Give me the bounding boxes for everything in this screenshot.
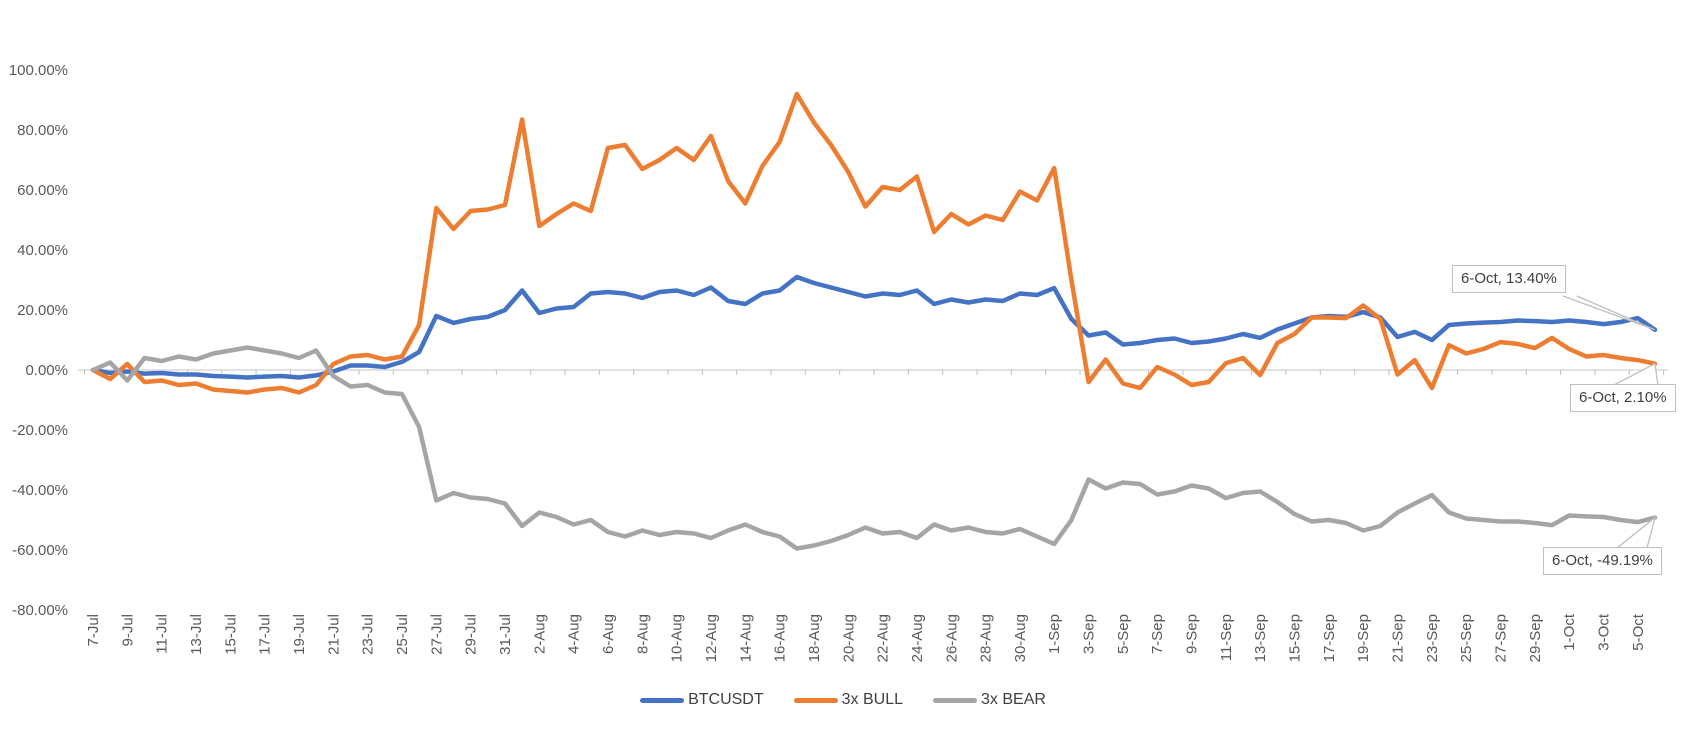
- series-line-3x-bull: [90, 91, 1658, 395]
- x-axis-label: 8-Aug: [634, 614, 651, 654]
- x-axis-label: 6-Aug: [600, 614, 617, 654]
- y-axis-label: -60.00%: [12, 542, 68, 559]
- series-line-3x-bear: [90, 345, 1658, 551]
- x-axis-label: 9-Sep: [1184, 614, 1201, 654]
- x-axis-label: 17-Jul: [257, 614, 274, 655]
- x-axis-label: 14-Aug: [737, 614, 754, 662]
- x-axis-label: 3-Sep: [1081, 614, 1098, 654]
- x-axis-label: 27-Sep: [1493, 614, 1510, 662]
- x-axis-label: 23-Jul: [360, 614, 377, 655]
- y-axis-label: 0.00%: [25, 362, 68, 379]
- x-axis-label: 15-Jul: [222, 614, 239, 655]
- x-axis-label: 1-Sep: [1046, 614, 1063, 654]
- x-axis-label: 27-Jul: [428, 614, 445, 655]
- x-axis-label: 4-Aug: [566, 614, 583, 654]
- x-axis-label: 16-Aug: [772, 614, 789, 662]
- x-axis-label: 24-Aug: [909, 614, 926, 662]
- callout-leader-line: [1616, 515, 1657, 549]
- x-axis-label: 23-Sep: [1424, 614, 1441, 662]
- x-axis-label: 25-Sep: [1458, 614, 1475, 662]
- y-axis-label: 100.00%: [9, 62, 68, 79]
- x-axis-label: 25-Jul: [394, 614, 411, 655]
- x-axis-label: 10-Aug: [669, 614, 686, 662]
- y-axis-label: -40.00%: [12, 482, 68, 499]
- callout-leader-line: [1611, 362, 1659, 387]
- x-axis-label: 29-Jul: [463, 614, 480, 655]
- legend-label-bear: 3x BEAR: [981, 691, 1046, 708]
- bull-line-swatch-icon: [793, 697, 838, 703]
- btcusdt-line-swatch-icon: [640, 697, 685, 703]
- x-axis-label: 7-Jul: [85, 614, 102, 647]
- x-axis-label: 15-Sep: [1287, 614, 1304, 662]
- x-axis-label: 3-Oct: [1596, 613, 1613, 651]
- x-axis-label: 19-Sep: [1355, 614, 1372, 662]
- x-axis-label: 1-Oct: [1561, 613, 1578, 651]
- x-axis-label: 31-Jul: [497, 614, 514, 655]
- x-axis-label: 30-Aug: [1012, 614, 1029, 662]
- x-axis-label: 5-Sep: [1115, 614, 1132, 654]
- y-axis-label: -20.00%: [12, 422, 68, 439]
- x-axis-label: 9-Jul: [119, 614, 136, 647]
- series-line-btcusdt: [90, 274, 1658, 380]
- x-axis-label: 17-Sep: [1321, 614, 1338, 662]
- x-axis-label: 21-Jul: [325, 614, 342, 655]
- y-axis-label: 20.00%: [17, 302, 68, 319]
- x-axis-label: 28-Aug: [978, 614, 995, 662]
- x-axis-label: 2-Aug: [531, 614, 548, 654]
- x-axis-label: 11-Jul: [154, 614, 171, 654]
- callout-bull-last-value: 6-Oct, 2.10%: [1570, 384, 1676, 412]
- y-axis-label: 40.00%: [17, 242, 68, 259]
- x-axis-label: 13-Sep: [1252, 614, 1269, 662]
- legend-item-bear: 3x BEAR: [933, 691, 1046, 709]
- x-axis-label: 11-Sep: [1218, 614, 1235, 661]
- x-axis-label: 13-Jul: [188, 614, 205, 655]
- x-axis-label: 22-Aug: [875, 614, 892, 662]
- chart-legend: BTCUSDT 3x BULL 3x BEAR: [0, 691, 1686, 709]
- legend-item-btcusdt: BTCUSDT: [640, 691, 764, 709]
- x-axis-label: 29-Sep: [1527, 614, 1544, 662]
- callout-leader-line: [1562, 295, 1656, 331]
- x-axis-label: 20-Aug: [840, 614, 857, 662]
- callout-btcusdt-last-value: 6-Oct, 13.40%: [1452, 265, 1566, 293]
- y-axis-label: -80.00%: [12, 602, 68, 619]
- legend-label-btcusdt: BTCUSDT: [688, 691, 764, 708]
- bear-line-swatch-icon: [933, 697, 977, 703]
- x-axis-label: 7-Sep: [1149, 614, 1166, 654]
- x-axis-label: 26-Aug: [943, 614, 960, 662]
- x-axis-label: 18-Aug: [806, 614, 823, 662]
- y-axis-label: 60.00%: [17, 182, 68, 199]
- x-axis-label: 5-Oct: [1630, 613, 1647, 651]
- x-axis-label: 19-Jul: [291, 614, 308, 655]
- x-axis-label: 12-Aug: [703, 614, 720, 662]
- legend-item-bull: 3x BULL: [793, 691, 903, 709]
- x-axis-label: 21-Sep: [1390, 614, 1407, 662]
- callout-bear-last-value: 6-Oct, -49.19%: [1543, 547, 1662, 575]
- y-axis-label: 80.00%: [17, 122, 68, 139]
- legend-label-bull: 3x BULL: [841, 691, 903, 708]
